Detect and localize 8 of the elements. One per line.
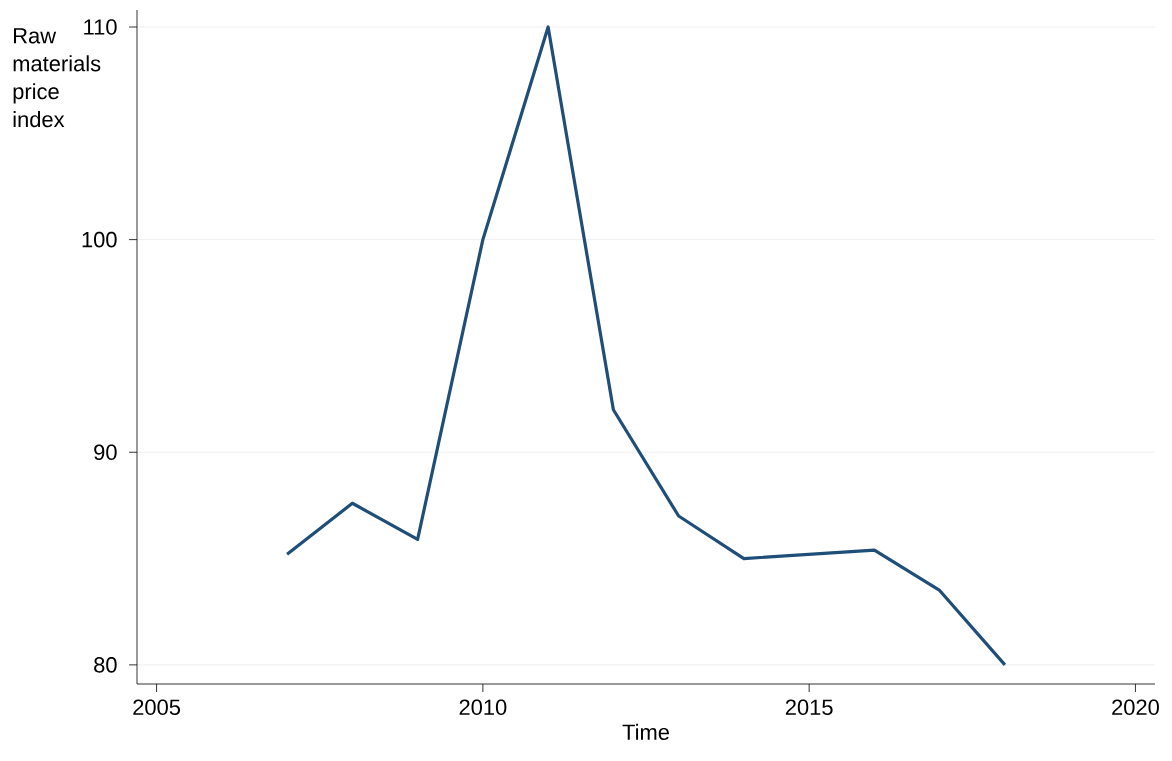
y-tick-label: 80 <box>94 657 117 673</box>
x-tick-label: 2020 <box>1112 699 1159 716</box>
x-tick-label: 2010 <box>459 699 507 716</box>
x-tick-label: 2015 <box>785 699 833 716</box>
y-tick-label: 90 <box>94 444 117 461</box>
x-tick-label: 2005 <box>133 699 181 716</box>
y-tick-label: 100 <box>82 231 117 248</box>
x-axis-title: Time <box>622 723 669 740</box>
